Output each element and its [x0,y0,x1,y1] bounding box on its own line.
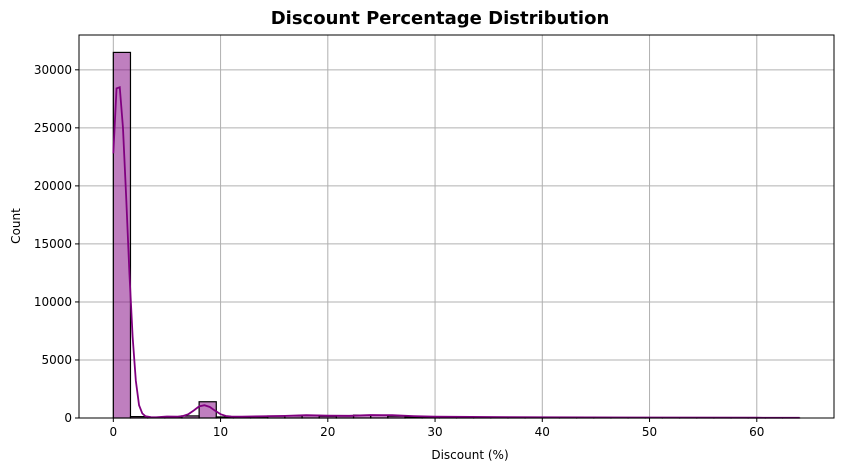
y-tick-label: 0 [64,411,72,425]
y-axis-label: Count [9,208,23,244]
kde-curve [112,85,800,419]
plot-frame [78,34,835,419]
x-tick-label: 0 [109,425,117,439]
y-axis-ticks: 0 5000 10000 15000 20000 25000 30000 [34,63,79,425]
y-tick-label: 20000 [34,179,72,193]
y-tick-label: 25000 [34,121,72,135]
grid-lines [79,35,834,419]
x-tick-label: 60 [749,425,764,439]
x-tick-label: 20 [320,425,335,439]
x-tick-label: 50 [642,425,657,439]
histogram-bars [112,51,801,419]
y-tick-label: 5000 [41,353,72,367]
x-tick-label: 10 [213,425,228,439]
x-tick-label: 40 [535,425,550,439]
x-axis-ticks: 0 10 20 30 40 50 60 [109,418,764,439]
x-tick-label: 30 [427,425,442,439]
y-tick-label: 30000 [34,63,72,77]
y-tick-label: 15000 [34,237,72,251]
y-tick-label: 10000 [34,295,72,309]
x-axis-label: Discount (%) [431,448,508,462]
chart-title: Discount Percentage Distribution [271,8,610,29]
